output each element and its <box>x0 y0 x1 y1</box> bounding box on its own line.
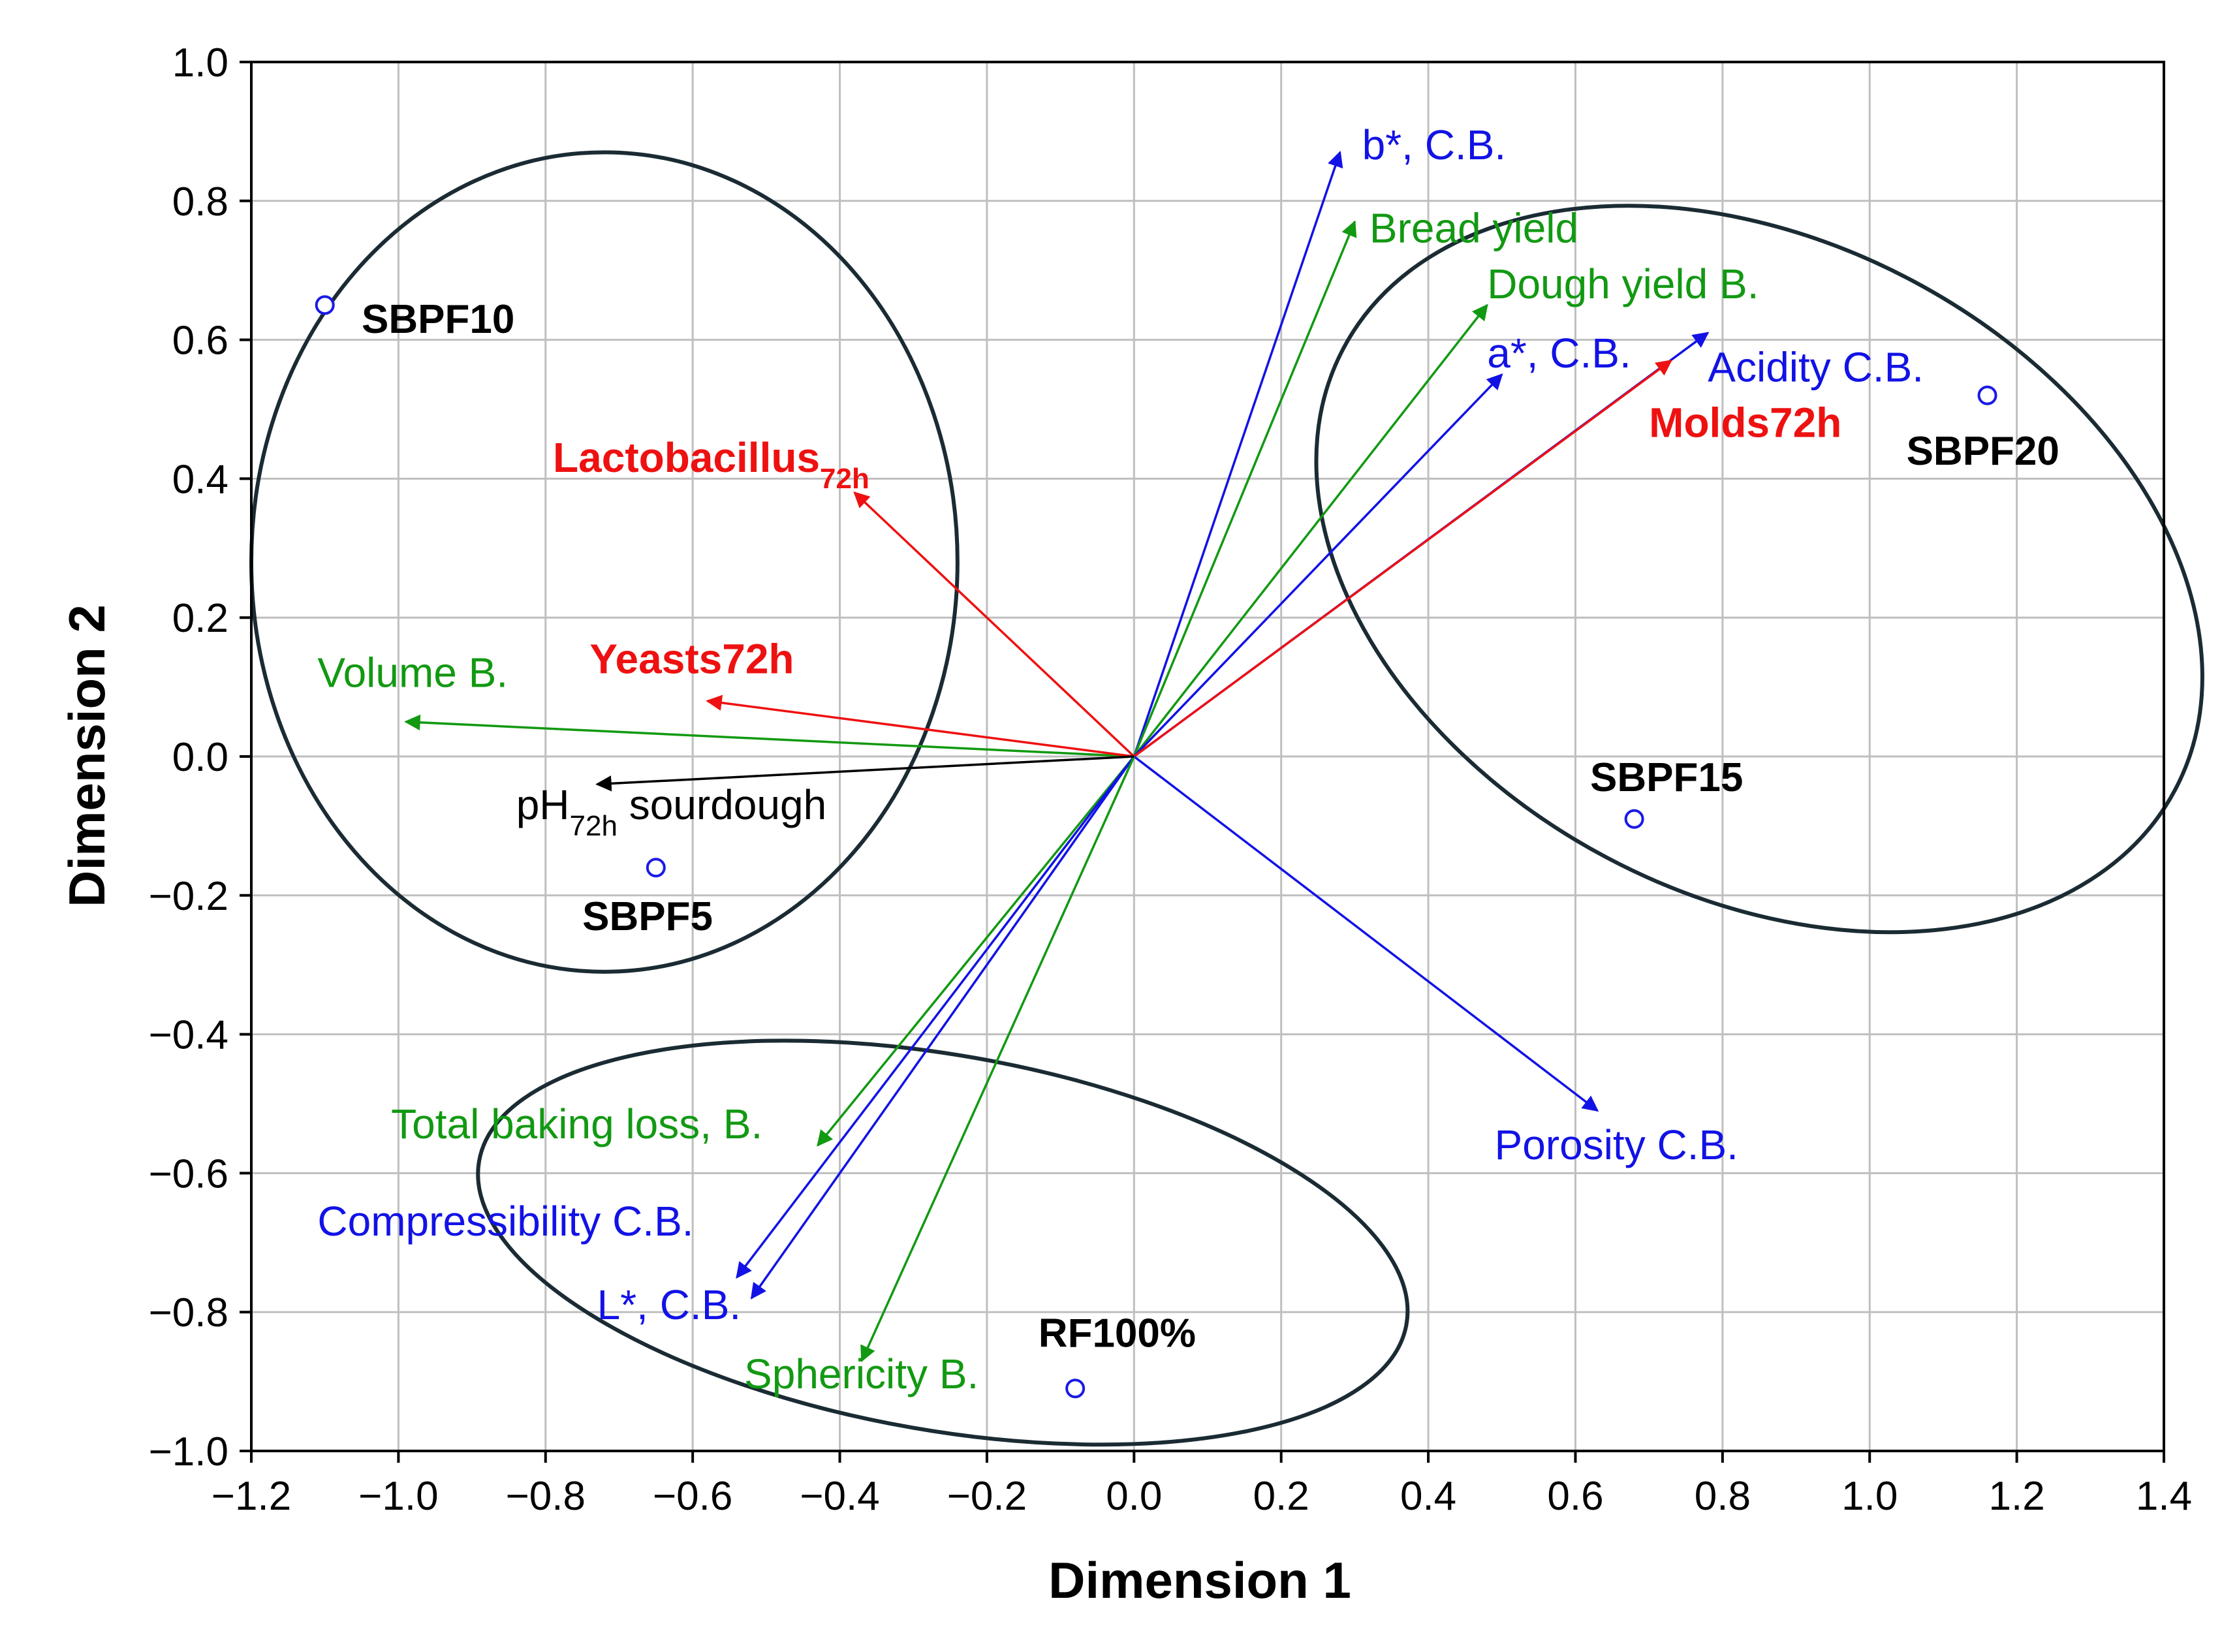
x-tick-label: 0.4 <box>1400 1474 1456 1519</box>
point-sbpf15[interactable] <box>1624 809 1644 829</box>
vector-compressibility-c-b <box>736 755 1135 1279</box>
x-tick-label: 1.2 <box>1989 1474 2045 1519</box>
vector-label-b-c-b: b*, C.B. <box>1362 121 1507 168</box>
point-label-sbpf5: SBPF5 <box>582 894 713 939</box>
x-tick-label: −0.2 <box>947 1474 1027 1519</box>
y-tick-label: −1.0 <box>149 1429 228 1474</box>
vector-label-dough-yield-b: Dough yield B. <box>1487 260 1759 307</box>
vector-label-porosity-c-b: Porosity C.B. <box>1495 1121 1738 1168</box>
vector-lactobacillus72h <box>853 491 1135 758</box>
vector-volume-b <box>404 714 1134 758</box>
y-tick-label: 0.4 <box>172 457 228 502</box>
x-tick-label: −0.8 <box>506 1474 586 1519</box>
vector-sphericity-b <box>860 756 1135 1362</box>
y-tick-label: −0.8 <box>149 1290 228 1335</box>
vector-label-acidity-c-b: Acidity C.B. <box>1708 343 1924 390</box>
vector-label-yeasts72h: Yeasts72h <box>589 635 794 682</box>
vector-porosity-c-b <box>1133 755 1599 1112</box>
vector-label-bread-yield: Bread yield <box>1369 205 1578 252</box>
point-sbpf20[interactable] <box>1977 385 1997 405</box>
point-label-sbpf10: SBPF10 <box>362 297 514 342</box>
vector-a-c-b <box>1133 373 1503 758</box>
x-tick-label: 0.8 <box>1695 1474 1751 1519</box>
axis-ticks: −1.2 −1.0 −0.8 −0.6 −0.4 −0.2 0.0 0.2 0.4 0.6 0.8 1… <box>149 40 2193 1519</box>
vector-molds72h <box>1133 360 1672 758</box>
point-sbpf5[interactable] <box>646 858 666 878</box>
x-tick-label: −1.2 <box>211 1474 291 1519</box>
x-tick-label: 0.2 <box>1253 1474 1309 1519</box>
x-tick-label: 0.0 <box>1106 1474 1162 1519</box>
point-label-rf100: RF100% <box>1039 1311 1196 1356</box>
x-tick-label: −0.6 <box>653 1474 732 1519</box>
vector-label-molds72h: Molds72h <box>1649 399 1841 446</box>
loading-vectors: b*, C.B. Bread yield Dough yield B. a*, C.B… <box>317 121 1924 1397</box>
vector-label-a-c-b: a*, C.B. <box>1487 330 1631 377</box>
x-tick-label: −0.4 <box>800 1474 879 1519</box>
y-tick-label: −0.4 <box>149 1013 228 1058</box>
vector-label-total-baking-loss-b: Total baking loss, B. <box>391 1100 762 1147</box>
y-axis-title: Dimension 2 <box>58 604 116 907</box>
y-tick-label: −0.2 <box>149 874 228 919</box>
observation-points: SBPF10 SBPF20 SBPF15 SBPF5 RF100% <box>315 295 2059 1399</box>
vector-label-volume-b: Volume B. <box>317 649 508 696</box>
x-tick-label: 0.6 <box>1547 1474 1603 1519</box>
vector-yeasts72h <box>706 694 1134 758</box>
y-tick-label: 0.6 <box>172 319 228 364</box>
y-tick-label: 0.0 <box>172 735 228 780</box>
x-tick-label: 1.0 <box>1841 1474 1898 1519</box>
vector-label-l-c-b: L*, C.B. <box>597 1281 742 1328</box>
ellipse-right-cluster <box>1314 204 2204 935</box>
vector-l-c-b <box>750 755 1135 1300</box>
x-tick-label: 1.4 <box>2136 1474 2192 1519</box>
point-label-sbpf15: SBPF15 <box>1590 755 1743 800</box>
vector-b-c-b <box>1133 151 1343 757</box>
grid <box>251 62 2164 1451</box>
point-label-sbpf20: SBPF20 <box>1907 429 2059 474</box>
y-tick-label: −0.6 <box>149 1151 228 1196</box>
vector-total-baking-loss-b <box>817 755 1135 1147</box>
x-axis-title: Dimension 1 <box>1048 1551 1351 1609</box>
y-tick-label: 0.8 <box>172 179 228 225</box>
x-tick-label: −1.0 <box>358 1474 438 1519</box>
y-tick-label: 1.0 <box>172 40 228 86</box>
y-tick-label: 0.2 <box>172 596 228 641</box>
vector-dough-yield-b <box>1133 304 1488 758</box>
vector-label-compressibility-c-b: Compressibility C.B. <box>317 1198 693 1245</box>
ellipse-bottom-cluster <box>476 1038 1410 1447</box>
point-sbpf10[interactable] <box>315 295 335 315</box>
vector-bread-yield <box>1133 220 1357 757</box>
vector-ph72h-sourdough <box>595 755 1134 792</box>
point-rf100[interactable] <box>1065 1379 1086 1399</box>
vector-label-sphericity-b: Sphericity B. <box>744 1350 978 1397</box>
